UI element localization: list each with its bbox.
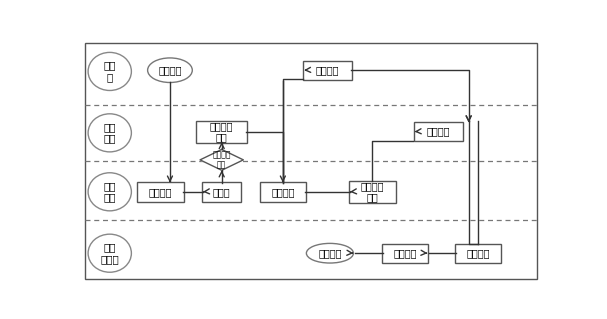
Ellipse shape	[307, 243, 353, 263]
FancyBboxPatch shape	[382, 243, 429, 263]
Text: 签订合同: 签订合同	[316, 65, 339, 75]
Ellipse shape	[88, 114, 131, 152]
Text: 被评
价方: 被评 价方	[104, 122, 116, 144]
Ellipse shape	[148, 58, 192, 83]
FancyBboxPatch shape	[202, 182, 242, 202]
Text: 制定评价
计划: 制定评价 计划	[361, 181, 384, 203]
FancyBboxPatch shape	[413, 122, 463, 141]
FancyBboxPatch shape	[196, 121, 247, 143]
Text: 评价
委员会: 评价 委员会	[100, 242, 119, 264]
Text: 申请受理: 申请受理	[271, 187, 294, 197]
Polygon shape	[200, 149, 243, 170]
Text: 现场审查: 现场审查	[426, 127, 450, 137]
FancyBboxPatch shape	[260, 182, 306, 202]
Text: 咨询受理: 咨询受理	[149, 187, 172, 197]
FancyBboxPatch shape	[303, 61, 352, 80]
Text: 确定申请
级别: 确定申请 级别	[212, 150, 231, 170]
Text: 正式评价
申请: 正式评价 申请	[210, 121, 234, 142]
Ellipse shape	[88, 52, 131, 91]
Text: 专家评审: 专家评审	[466, 248, 490, 258]
FancyBboxPatch shape	[137, 182, 184, 202]
Ellipse shape	[88, 173, 131, 211]
Text: 结果公示: 结果公示	[393, 248, 417, 258]
FancyBboxPatch shape	[349, 181, 396, 203]
Text: 颁发证书: 颁发证书	[318, 248, 342, 258]
Text: 预评价: 预评价	[213, 187, 231, 197]
Text: 评价意向: 评价意向	[158, 65, 181, 75]
Text: 委托
方: 委托 方	[104, 61, 116, 82]
Ellipse shape	[88, 234, 131, 272]
Text: 评价
机构: 评价 机构	[104, 181, 116, 203]
FancyBboxPatch shape	[455, 243, 501, 263]
